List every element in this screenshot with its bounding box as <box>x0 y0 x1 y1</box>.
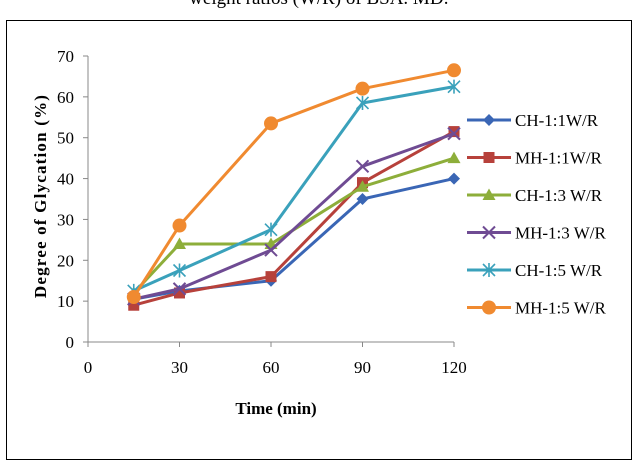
legend-item: CH-1:5 W/R <box>467 261 603 280</box>
x-tick-label: 30 <box>171 358 188 377</box>
legend-label: CH-1:3 W/R <box>515 186 603 205</box>
legend-item: CH-1:1W/R <box>467 111 599 130</box>
data-point <box>448 152 461 164</box>
x-axis-label: Time (min) <box>235 399 316 418</box>
plot-area <box>127 63 461 310</box>
x-tick-label: 120 <box>441 358 467 377</box>
line-chart: 0 10 20 30 40 50 60 70 0 30 60 90 120 CH-1:1W/R MH-1:… <box>0 0 638 441</box>
data-point <box>266 271 277 282</box>
y-tick-label: 20 <box>57 251 74 270</box>
data-point <box>127 290 141 304</box>
legend-label: MH-1:3 W/R <box>515 224 606 243</box>
legend-item: MH-1:3 W/R <box>467 224 606 243</box>
legend-label: CH-1:5 W/R <box>515 261 603 280</box>
legend-label: MH-1:5 W/R <box>515 299 606 318</box>
y-tick-label: 50 <box>57 129 74 148</box>
legend-item: MH-1:5 W/R <box>467 299 606 318</box>
y-tick-label: 0 <box>66 333 75 352</box>
x-tick-label: 90 <box>354 358 371 377</box>
data-point <box>265 223 277 237</box>
legend-marker <box>483 114 495 126</box>
data-point <box>448 173 460 185</box>
y-tick-label: 10 <box>57 292 74 311</box>
y-tick-label: 70 <box>57 47 74 66</box>
legend-marker <box>484 152 495 163</box>
series-line-6 <box>134 70 454 297</box>
legend-item: CH-1:3 W/R <box>467 186 603 205</box>
legend-marker <box>482 301 496 315</box>
data-point <box>264 116 278 130</box>
x-tick-label: 60 <box>263 358 280 377</box>
data-point <box>174 264 186 278</box>
y-tick-label: 30 <box>57 210 74 229</box>
data-point <box>447 63 461 77</box>
legend-item: MH-1:1W/R <box>467 149 603 168</box>
y-axis-label: Degree of Glycation (%) <box>31 94 50 298</box>
data-point <box>356 82 370 96</box>
y-tick-label: 40 <box>57 170 74 189</box>
series-line-2 <box>134 132 454 306</box>
x-tick-label: 0 <box>84 358 93 377</box>
data-point <box>173 219 187 233</box>
legend-label: CH-1:1W/R <box>515 111 599 130</box>
y-tick-label: 60 <box>57 88 74 107</box>
legend-label: MH-1:1W/R <box>515 149 603 168</box>
legend: CH-1:1W/R MH-1:1W/R CH-1:3 W/R MH-1:3 W/R CH… <box>467 111 606 318</box>
